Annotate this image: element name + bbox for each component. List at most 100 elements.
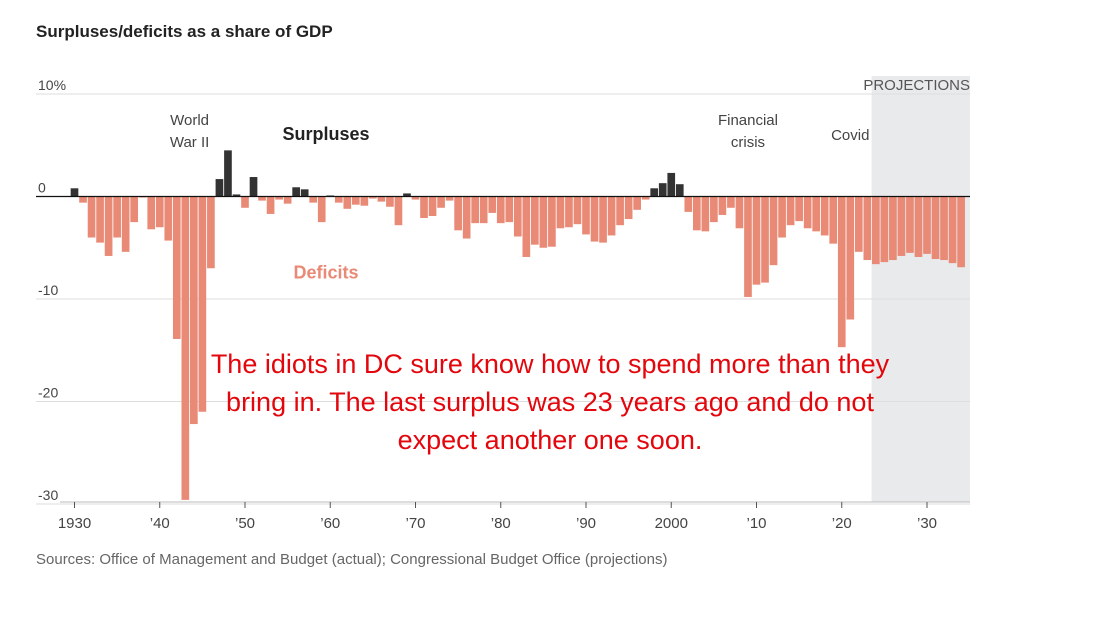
surplus-bar [650, 188, 659, 197]
x-tick-label: ’40 [150, 515, 170, 532]
deficit-bar [351, 196, 360, 205]
deficit-bar [258, 196, 266, 201]
deficit-bar [641, 196, 650, 200]
y-tick-label: 0 [38, 180, 46, 196]
deficit-bar [445, 196, 454, 201]
chart-annotation: Financial crisis [718, 112, 778, 151]
surplus-bar [70, 188, 79, 197]
surplus-bar [667, 172, 676, 197]
deficit-bar [147, 196, 156, 230]
deficit-bar [889, 196, 897, 261]
x-tick-label: 2000 [655, 515, 688, 532]
surplus-bar [232, 194, 241, 197]
deficit-bar [513, 196, 522, 237]
surplus-bar [224, 150, 232, 197]
deficit-bar [420, 196, 428, 219]
deficit-bar [820, 196, 829, 236]
x-tick-label: ’50 [235, 515, 255, 532]
deficit-bar [121, 196, 130, 252]
surplus-bar [658, 183, 667, 197]
deficit-bar [317, 196, 326, 223]
deficit-bar [607, 196, 616, 236]
deficit-bar [837, 196, 846, 348]
deficit-bar [761, 196, 769, 283]
surplus-bar [249, 177, 258, 197]
deficit-bar [914, 196, 923, 257]
deficit-bar [633, 196, 641, 210]
deficit-bar [727, 196, 735, 208]
x-tick-label: ’20 [832, 515, 852, 532]
deficit-bar [113, 196, 121, 238]
source-note: Sources: Office of Management and Budget… [36, 551, 668, 568]
bar-layer [70, 150, 965, 500]
deficit-bar [266, 196, 275, 214]
deficit-bar [718, 196, 727, 215]
deficit-bar [275, 196, 283, 200]
deficit-bar [343, 196, 352, 209]
chart-annotation: Surpluses [282, 124, 369, 144]
deficit-bar [880, 196, 889, 263]
deficit-bar [79, 196, 87, 203]
x-tick-label: ’90 [576, 515, 596, 532]
deficit-bar [548, 196, 556, 247]
y-tick-label: 10% [38, 77, 66, 93]
deficit-bar [539, 196, 548, 248]
deficit-bar [923, 196, 931, 254]
deficit-bar [684, 196, 693, 212]
chart-annotation: Deficits [293, 263, 358, 283]
projection-band-layer: PROJECTIONS [863, 76, 970, 502]
x-tick-label: ’10 [746, 515, 766, 532]
deficit-bar [130, 196, 139, 223]
gridline-layer: 10% 0 -10 -20 -30 [36, 77, 970, 505]
deficit-bar [172, 196, 181, 339]
deficit-bar [471, 196, 480, 224]
surplus-bar [675, 184, 684, 197]
deficit-bar [854, 196, 863, 252]
deficit-bar [87, 196, 96, 238]
overlay-comment: The idiots in DC sure know how to spend … [210, 349, 890, 455]
deficit-bar [906, 196, 914, 253]
deficit-bar [616, 196, 624, 226]
deficit-bar [496, 196, 505, 224]
x-tick-label: ’30 [917, 515, 937, 532]
deficit-bar [360, 196, 369, 206]
surplus-bar [292, 187, 300, 197]
deficit-bar [573, 196, 582, 225]
deficit-bar [940, 196, 948, 261]
deficit-bar [155, 196, 164, 228]
chart-annotation: Covid [831, 127, 869, 144]
deficit-bar [198, 196, 207, 412]
deficit-bar [599, 196, 607, 243]
surplus-bar [403, 193, 411, 197]
chart-annotation: World War II [170, 112, 209, 151]
projection-label: PROJECTIONS [863, 77, 970, 94]
deficit-bar [411, 196, 420, 200]
projection-band [871, 76, 970, 502]
deficit-bar [863, 196, 872, 261]
x-tick-label: ’60 [320, 515, 340, 532]
axis-layer: 1930 ’40 ’50 ’60 ’70 ’80 ’90 2000 ’10 ’20 ’30 [36, 195, 970, 532]
deficit-bar [710, 196, 718, 223]
x-tick-label: ’80 [491, 515, 511, 532]
deficit-bar [96, 196, 104, 243]
deficit-bar [283, 196, 292, 204]
deficit-bar [309, 196, 318, 203]
deficit-bar [812, 196, 821, 232]
deficit-bar [735, 196, 744, 229]
deficit-bar [846, 196, 855, 320]
deficit-bar [744, 196, 752, 297]
deficit-bar [104, 196, 113, 256]
deficit-bar [522, 196, 531, 257]
deficit-bar [181, 196, 190, 500]
deficit-bar [531, 196, 539, 245]
deficit-bar [803, 196, 812, 229]
deficit-bar [829, 196, 838, 244]
x-tick-label: ’70 [405, 515, 425, 532]
deficit-bar [752, 196, 761, 285]
annotation-layer: World War II Surpluses Deficits Financial cri… [170, 112, 870, 283]
chart-title: Surpluses/deficits as a share of GDP [36, 22, 333, 41]
y-tick-label: -30 [38, 487, 58, 503]
deficit-bar [897, 196, 906, 256]
deficit-bar [556, 196, 565, 229]
